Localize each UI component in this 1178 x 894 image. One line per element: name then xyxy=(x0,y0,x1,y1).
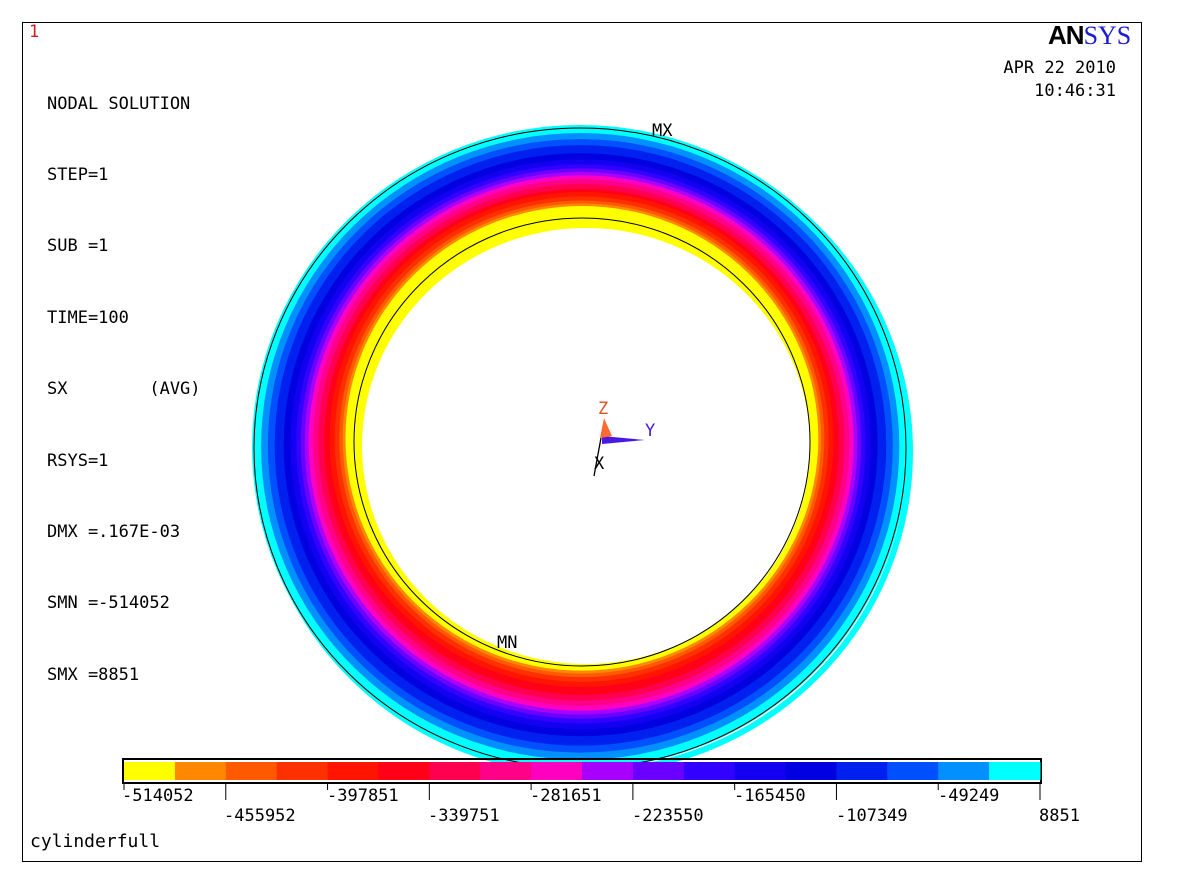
plot-frame xyxy=(22,22,1142,862)
datetime: APR 22 2010 10:46:31 xyxy=(1003,57,1116,103)
y-axis-label: Y xyxy=(645,421,655,441)
time-text: 10:46:31 xyxy=(1034,81,1116,101)
legend-label: -107349 xyxy=(836,806,908,826)
x-axis-label: X xyxy=(594,454,605,474)
legend-swatch xyxy=(378,762,430,780)
info-title: NODAL SOLUTION xyxy=(47,93,191,114)
contour-rings xyxy=(252,125,913,775)
legend-label: -223550 xyxy=(632,806,704,826)
date-text: APR 22 2010 xyxy=(1003,58,1116,78)
info-line: SUB =1 xyxy=(47,236,109,257)
min-marker: MN xyxy=(497,633,517,653)
legend-swatch xyxy=(225,762,278,780)
inner-outline xyxy=(353,217,811,667)
legend-label: -514052 xyxy=(122,786,194,806)
legend-swatch xyxy=(480,762,532,780)
legend-ticks xyxy=(123,784,1041,800)
legend-swatch xyxy=(174,762,227,780)
coordinate-triad: Z Y X xyxy=(593,399,655,477)
info-line: SX (AVG) xyxy=(47,379,201,400)
legend-label: 8851 xyxy=(1039,806,1080,826)
legend-swatch xyxy=(582,762,634,780)
model-caption: cylinderfull xyxy=(30,831,161,852)
z-axis-arrow xyxy=(600,418,612,438)
legend-labels: -514052 -397851 -281651 -165450 -49249 -… xyxy=(122,786,1080,826)
legend-swatch xyxy=(836,762,888,780)
window-number: 1 xyxy=(29,22,40,42)
legend-label: -165450 xyxy=(734,786,806,806)
legend-swatch xyxy=(429,762,481,780)
legend-swatch xyxy=(632,762,685,780)
info-line: SMX =8851 xyxy=(47,664,140,685)
info-line: SMN =-514052 xyxy=(47,593,170,614)
legend-label: -281651 xyxy=(530,786,602,806)
x-axis-line xyxy=(593,437,602,477)
info-line: RSYS=1 xyxy=(47,450,109,471)
info-line: DMX =.167E-03 xyxy=(47,521,181,542)
legend-swatch xyxy=(683,762,736,780)
z-axis-label: Z xyxy=(598,399,608,419)
legend-swatch xyxy=(531,762,583,780)
legend-border xyxy=(122,758,1042,784)
legend-swatch xyxy=(327,762,379,780)
y-axis-arrow xyxy=(602,436,645,444)
info-line: TIME=100 xyxy=(47,307,129,328)
legend-label: -49249 xyxy=(938,786,999,806)
max-marker: MX xyxy=(652,121,673,141)
legend-swatch xyxy=(887,762,939,780)
legend-label: -397851 xyxy=(327,786,399,806)
solution-info: NODAL SOLUTION STEP=1 SUB =1 TIME=100 SX… xyxy=(47,45,201,711)
legend-swatch xyxy=(124,762,176,780)
legend-swatch xyxy=(276,762,329,780)
ring-hole xyxy=(362,228,810,664)
ansys-logo: ANSYS xyxy=(1048,20,1132,50)
legend-swatch xyxy=(734,762,787,780)
legend-swatch xyxy=(938,762,990,780)
legend-label: -339751 xyxy=(428,806,500,826)
legend-swatch xyxy=(989,762,1041,780)
legend-label: -455952 xyxy=(224,806,296,826)
legend-colorbar xyxy=(124,762,1041,780)
legend-swatch xyxy=(785,762,837,780)
info-line: STEP=1 xyxy=(47,164,109,185)
